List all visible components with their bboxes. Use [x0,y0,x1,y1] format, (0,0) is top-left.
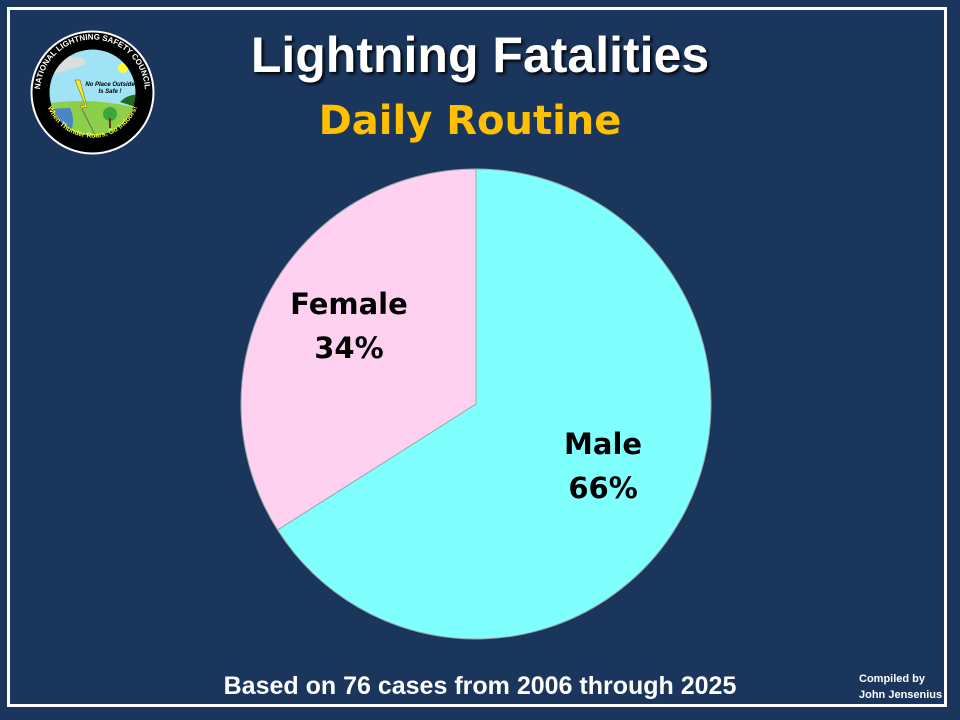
credit-line2: John Jensenius [859,689,943,701]
chart-title: Lightning Fatalities [250,27,710,83]
chart-subtitle: Daily Routine [318,98,622,144]
pie-slice-male [276,168,712,640]
footer-note: Based on 76 cases from 2006 through 2025 [223,672,737,700]
pie-slice-female [240,168,477,531]
slide-frame [7,7,947,707]
data-label-male: 66% [568,471,637,505]
data-label-female: 34% [314,331,383,365]
svg-text:Is Safe !: Is Safe ! [98,89,121,95]
slice-label-male: Male [564,427,642,461]
credit: Compiled by John Jensenius [859,671,942,703]
slice-label-female: Female [290,287,408,321]
nlsc-logo: No Place Outside Is Safe ! NATIONAL LIGH… [30,30,155,155]
logo-inner-text: No Place Outside [85,82,135,88]
credit-line1: Compiled by [859,673,926,685]
